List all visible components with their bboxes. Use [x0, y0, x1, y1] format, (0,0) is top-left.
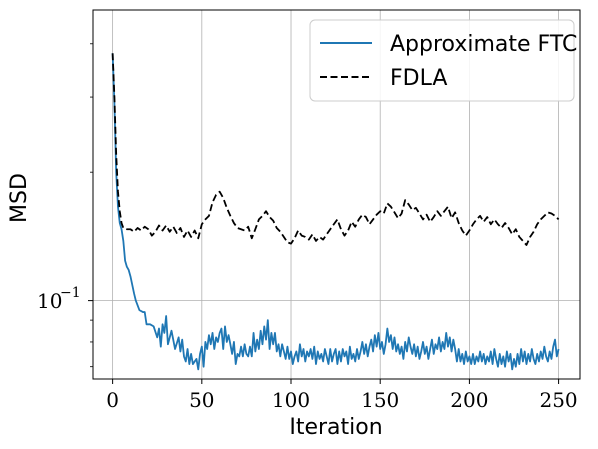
y-tick-label-base: 10 — [37, 289, 62, 313]
plot-frame — [92, 9, 581, 380]
x-tick-label: 0 — [106, 388, 119, 412]
legend-box — [309, 19, 575, 102]
x-tick-label: 250 — [539, 388, 577, 412]
y-axis-label: MSD — [7, 173, 32, 223]
y-tick-label-exponent: −1 — [60, 285, 81, 301]
series-lines — [111, 53, 560, 371]
series-line-approximate-ftc — [111, 53, 560, 371]
x-tick-label: 100 — [272, 388, 310, 412]
legend-label-fdla: FDLA — [390, 66, 447, 91]
axis-ticks: 0 50 100 150 200 250 — [88, 43, 578, 412]
legend: Approximate FTC FDLA — [309, 19, 577, 102]
x-axis-label: Iteration — [289, 415, 382, 440]
x-tick-label: 150 — [361, 388, 399, 412]
x-tick-label: 50 — [189, 388, 214, 412]
legend-label-approximate-ftc: Approximate FTC — [390, 32, 577, 57]
series-line-fdla — [111, 53, 560, 246]
y-tick-label: 10 −1 — [37, 285, 81, 313]
x-tick-label: 200 — [450, 388, 488, 412]
